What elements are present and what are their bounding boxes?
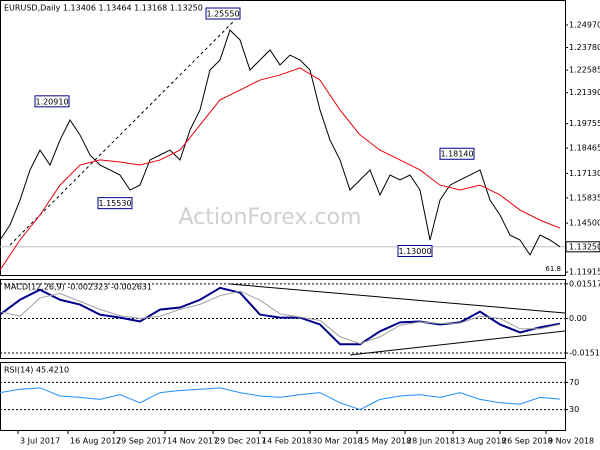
x-tick-label: 29 Sep 2017 [116,437,167,446]
y-tick-label: 1.14500 [569,219,600,228]
last-price-label: 1.13250 [569,242,600,251]
y-tick-label: 70 [569,378,579,387]
series-line [0,290,561,345]
price-annotation-box [97,197,133,210]
price-annotation: 1.13000 [398,247,431,256]
price-annotation-box [205,7,241,20]
price-annotation-box [397,245,433,258]
y-tick-label: 1.21390 [569,88,600,97]
last-price-box [565,241,600,253]
trend-line [229,283,566,314]
panel-title: MACD(12,26,9) -0.002323 -0.002631 [4,283,152,292]
price-annotation-box [34,95,70,108]
y-tick-label: 0.015177 [569,279,600,288]
x-tick-label: 3 Jul 2017 [20,437,60,446]
y-tick-label: 1.17130 [569,169,600,178]
panel-title: RSI(14) 45.4210 [4,366,69,375]
x-tick-label: 14 Nov 2017 [167,437,218,446]
trend-line [349,330,566,356]
fib-label: 61.8 [545,265,561,273]
y-tick-label: 30 [569,405,579,414]
y-tick-label: 1.18465 [569,144,600,153]
price-annotation: 1.18140 [440,150,473,159]
price-annotation-box [439,147,475,160]
x-tick-label: 28 Jun 2018 [407,437,455,446]
panel-frame [0,362,566,431]
series-line [0,67,561,271]
series-line [0,387,561,411]
trend-line [9,19,236,246]
x-tick-label: 26 Sep 2018 [502,437,553,446]
panel-frame [0,0,566,276]
x-tick-label: 13 Aug 2018 [455,437,506,446]
y-tick-label: 1.19755 [569,119,600,128]
x-tick-label: 9 Nov 2018 [548,437,594,446]
y-tick-label: 1.23780 [569,43,600,52]
series-line [0,29,561,256]
y-tick-label: 1.22585 [569,66,600,75]
price-annotation: 1.25550 [206,10,239,19]
price-annotation: 1.15530 [98,199,131,208]
y-tick-label: 1.15835 [569,193,600,202]
x-tick-label: 30 Mar 2018 [312,437,363,446]
price-annotation: 1.20910 [35,97,68,106]
x-tick-label: 29 Dec 2017 [215,437,266,446]
y-tick-label: 0.00 [569,314,587,323]
panel-title: EURUSD,Daily 1.13406 1.13464 1.13168 1.1… [4,4,203,13]
y-tick-label: -0.015126 [569,349,600,358]
x-tick-label: 14 Feb 2018 [262,437,312,446]
x-tick-label: 16 Aug 2017 [70,437,121,446]
x-tick-label: 15 May 2018 [359,437,411,446]
series-line [0,286,561,346]
watermark: ActionForex.com [179,205,362,230]
y-tick-label: 1.11915 [569,268,600,277]
y-tick-label: 1.24970 [569,20,600,29]
